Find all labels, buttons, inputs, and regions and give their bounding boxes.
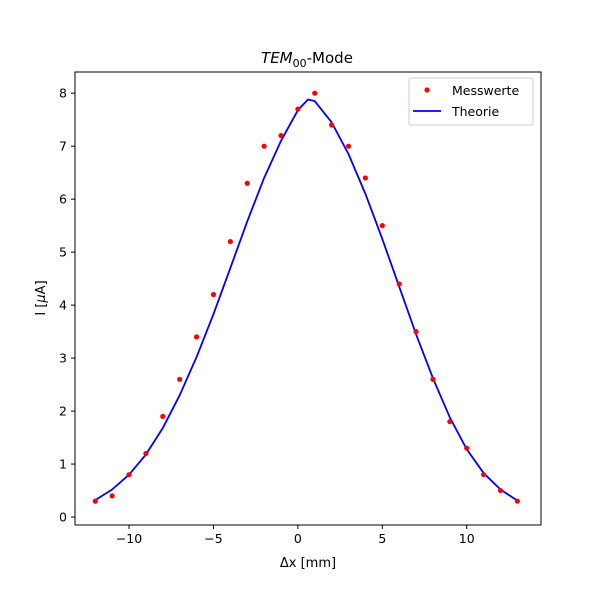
legend-label-messwerte: Messwerte — [452, 83, 519, 98]
data-point-messwerte — [329, 122, 335, 128]
data-point-messwerte — [379, 223, 385, 229]
x-ticks: −10 −5 0 5 10 — [116, 525, 475, 546]
data-point-messwerte — [514, 498, 520, 504]
y-tick-label: 5 — [59, 245, 67, 260]
data-point-messwerte — [447, 419, 453, 425]
data-point-messwerte — [126, 472, 132, 478]
data-point-messwerte — [244, 180, 250, 186]
data-point-messwerte — [278, 132, 284, 139]
y-ticks: 0 1 2 3 4 5 6 7 8 — [59, 86, 75, 525]
data-point-messwerte — [143, 450, 149, 457]
plot-area — [92, 90, 520, 504]
y-tick-label: 7 — [59, 139, 67, 154]
chart-title: TEM00-Mode — [261, 49, 353, 70]
data-point-messwerte — [480, 472, 487, 478]
x-axis-label: Δx [mm] — [280, 556, 336, 571]
y-tick-label: 0 — [59, 510, 67, 525]
data-point-messwerte — [396, 281, 402, 287]
y-tick-label: 6 — [59, 192, 67, 207]
data-point-messwerte — [193, 334, 200, 340]
data-point-messwerte — [227, 238, 233, 245]
x-tick-label: −10 — [116, 531, 142, 546]
data-point-messwerte — [345, 143, 352, 149]
legend-marker-messwerte — [424, 87, 430, 93]
x-tick-label: 0 — [294, 531, 302, 546]
y-tick-label: 3 — [59, 351, 67, 366]
series-line-theorie — [94, 98, 518, 502]
data-point-messwerte — [295, 106, 301, 112]
data-point-messwerte — [109, 493, 115, 499]
y-tick-label: 4 — [59, 298, 67, 313]
data-point-messwerte — [210, 291, 217, 298]
x-tick-label: 5 — [378, 531, 386, 546]
x-tick-label: −5 — [204, 531, 222, 546]
legend: Messwerte Theorie — [408, 77, 534, 126]
data-point-messwerte — [92, 498, 98, 504]
y-tick-label: 2 — [59, 404, 67, 419]
data-point-messwerte — [362, 175, 369, 181]
legend-label-theorie: Theorie — [451, 104, 500, 119]
y-axis-label: I [μA] — [34, 280, 49, 315]
data-point-messwerte — [413, 329, 419, 335]
data-point-messwerte — [177, 376, 183, 382]
y-tick-label: 8 — [59, 86, 67, 101]
data-point-messwerte — [160, 413, 166, 419]
data-point-messwerte — [464, 445, 470, 451]
data-point-messwerte — [497, 487, 504, 494]
data-point-messwerte — [430, 376, 436, 382]
data-point-messwerte — [312, 90, 318, 96]
legend-box — [408, 77, 534, 126]
data-point-messwerte — [261, 143, 267, 149]
axes-frame — [74, 71, 542, 526]
x-tick-label: 10 — [459, 531, 475, 546]
y-tick-label: 1 — [59, 457, 67, 472]
